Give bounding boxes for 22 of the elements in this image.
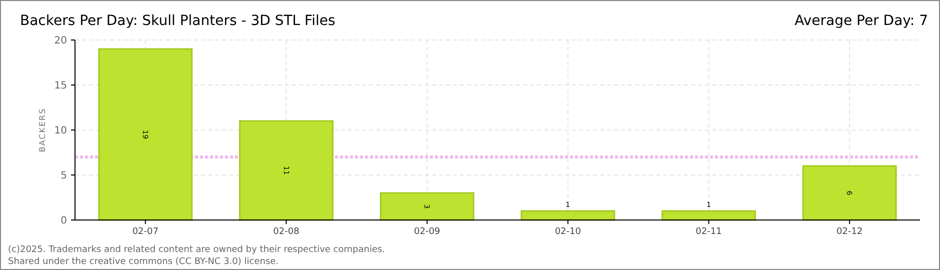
chart-subtitle: Average Per Day: 7 <box>794 13 928 29</box>
bar <box>239 120 334 221</box>
y-tick-label: 5 <box>60 170 67 182</box>
bar <box>380 192 474 221</box>
text: (c)2025. Trademarks and related content are owned by their respective companies. <box>8 245 386 255</box>
bar <box>520 210 616 221</box>
x-tick-label: 02-07 <box>132 227 158 237</box>
x-tick-label: 02-11 <box>696 227 722 237</box>
y-tick-label: 15 <box>54 80 67 92</box>
y-axis-title: BACKERS <box>38 108 47 152</box>
bar <box>662 210 756 221</box>
y-tick-label: 0 <box>60 216 67 226</box>
x-tick-label: 02-08 <box>273 227 300 237</box>
bar <box>802 165 897 221</box>
y-tick-label: 10 <box>54 126 67 136</box>
x-tick-label: 02-12 <box>836 227 863 237</box>
x-tick-label: 02-10 <box>554 227 582 237</box>
bar <box>98 48 193 221</box>
y-tick-label: 20 <box>54 36 67 46</box>
x-tick-label: 02-09 <box>414 227 440 237</box>
chart-title: Backers Per Day: Skull Planters - 3D STL Files <box>20 13 336 29</box>
text: Shared under the creative commons (CC BY-NC 3.0) license. <box>8 257 279 267</box>
